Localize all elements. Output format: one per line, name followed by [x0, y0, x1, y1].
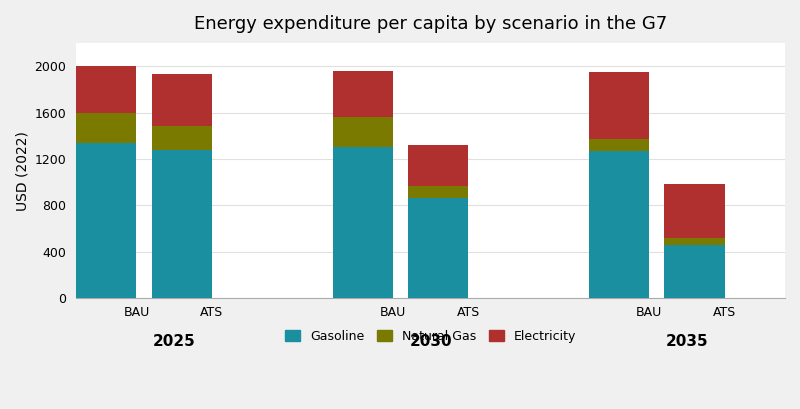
Bar — [589, 151, 650, 298]
Bar — [76, 66, 137, 112]
Bar — [333, 147, 393, 298]
Bar — [333, 117, 393, 147]
Bar — [589, 139, 650, 151]
Bar — [151, 74, 212, 126]
Text: 2025: 2025 — [153, 334, 195, 349]
Bar — [333, 71, 393, 117]
Bar — [664, 245, 725, 298]
Bar — [664, 238, 725, 245]
Legend: Gasoline, Natural Gas, Electricity: Gasoline, Natural Gas, Electricity — [280, 325, 581, 348]
Bar — [589, 72, 650, 139]
Bar — [408, 198, 468, 298]
Text: 2030: 2030 — [410, 334, 452, 349]
Bar — [664, 184, 725, 238]
Bar — [408, 145, 468, 186]
Bar — [151, 126, 212, 150]
Bar — [76, 112, 137, 143]
Y-axis label: USD (2022): USD (2022) — [15, 130, 29, 211]
Bar — [151, 150, 212, 298]
Text: 2035: 2035 — [666, 334, 708, 349]
Bar — [76, 143, 137, 298]
Title: Energy expenditure per capita by scenario in the G7: Energy expenditure per capita by scenari… — [194, 15, 667, 33]
Bar — [408, 186, 468, 198]
